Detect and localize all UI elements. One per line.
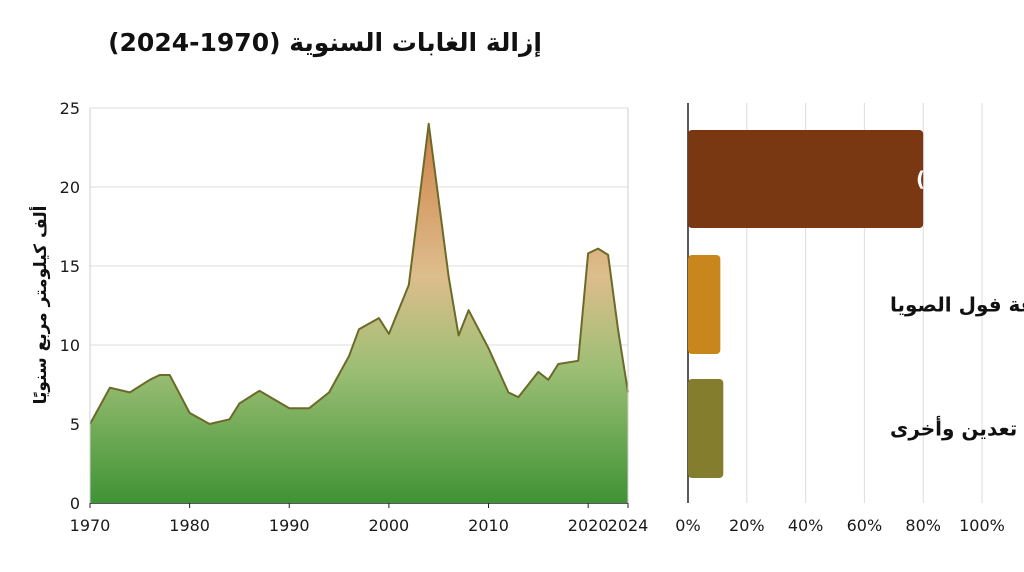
x-tick-label: 1980 <box>169 516 210 535</box>
x-tick-label: 2020 <box>568 516 609 535</box>
x-tick-label: 2000 <box>369 516 410 535</box>
x-tick-label: 1990 <box>269 516 310 535</box>
y-tick-label: 5 <box>70 415 80 434</box>
y-tick-label: 25 <box>60 99 80 118</box>
y-tick-label: 0 <box>70 494 80 513</box>
bar-x-tick-label: 60% <box>847 516 883 535</box>
bar <box>688 255 721 354</box>
chart-title: إزالة الغابات السنوية (1970-2024) <box>108 28 542 57</box>
y-axis-label: ألف كيلومتر مربع سنويًا <box>29 206 51 405</box>
bar-x-tick-label: 40% <box>788 516 824 535</box>
y-tick-label: 15 <box>60 257 80 276</box>
bar-label: تعدين وأخرى <box>890 415 1017 441</box>
x-tick-label: 2024 <box>608 516 649 535</box>
area-fill <box>90 123 628 504</box>
bar-x-tick-label: 0% <box>675 516 700 535</box>
y-tick-label: 20 <box>60 178 80 197</box>
bar <box>688 379 724 478</box>
x-tick-label: 2010 <box>468 516 509 535</box>
y-tick-label: 10 <box>60 336 80 355</box>
bar-label: زراعة فول الصويا <box>890 293 1024 317</box>
bar-label: تربية الماشية (80%) <box>916 167 1024 191</box>
bar-x-tick-label: 100% <box>959 516 1005 535</box>
bar-x-tick-label: 20% <box>729 516 765 535</box>
bar <box>688 130 924 228</box>
x-tick-label: 1970 <box>70 516 111 535</box>
area-line <box>89 122 629 425</box>
bar-x-tick-label: 80% <box>905 516 941 535</box>
